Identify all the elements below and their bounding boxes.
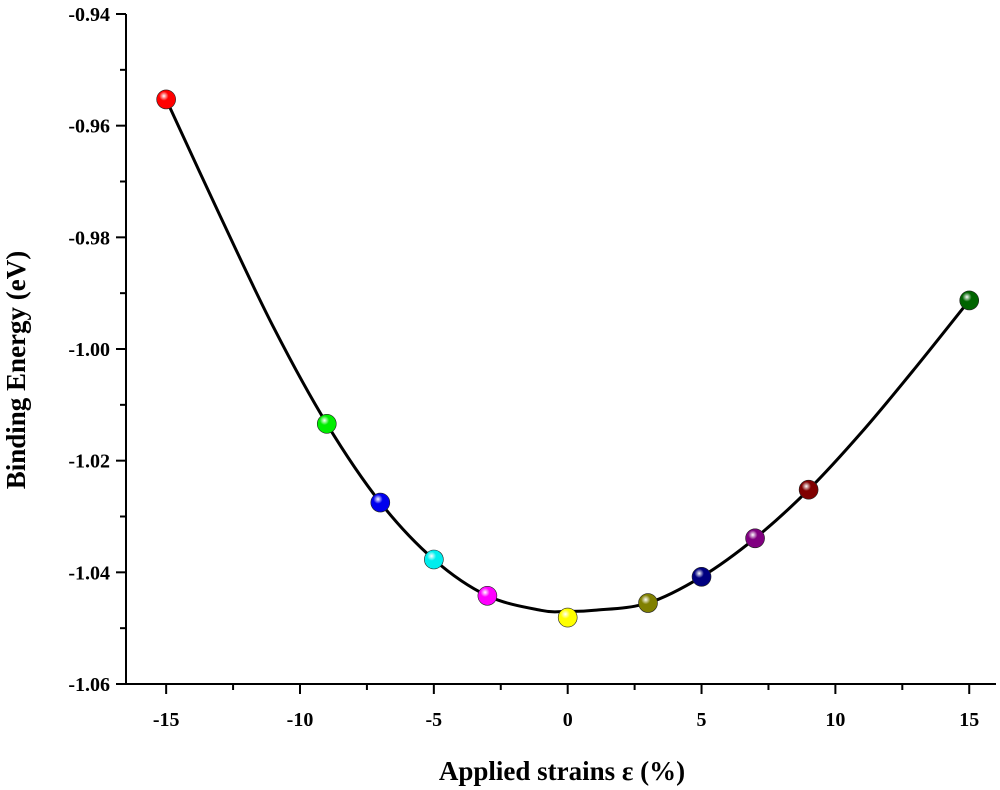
- y-tick-label: -0.96: [68, 116, 110, 138]
- x-tick-label: -15: [153, 709, 180, 731]
- data-point: [424, 549, 444, 570]
- x-tick-label: 10: [825, 709, 845, 731]
- y-tick-label: -1.02: [68, 451, 110, 473]
- data-point: [370, 492, 391, 513]
- x-tick-label: -10: [287, 709, 314, 731]
- x-tick-label: 15: [959, 709, 979, 731]
- y-tick-label: -0.94: [68, 4, 110, 26]
- data-point: [638, 593, 658, 613]
- data-point: [477, 585, 498, 606]
- data-point: [691, 566, 712, 587]
- data-point: [959, 290, 980, 311]
- data-point: [316, 414, 337, 434]
- x-axis-title: Applied strains ε (%): [439, 756, 685, 786]
- data-point: [798, 479, 819, 500]
- data-points: [156, 89, 980, 628]
- x-tick-label: 5: [697, 709, 707, 731]
- data-point: [745, 528, 765, 549]
- data-point: [156, 89, 176, 110]
- y-axis-title: Binding Energy (eV): [1, 251, 31, 490]
- x-tick-label: 0: [563, 709, 573, 731]
- axes: -15 -10 -5 0 5 10 15 -1.06 -1.04 -1.02 -1.00 -0.98 -…: [68, 4, 996, 731]
- y-tick-label: -1.06: [68, 674, 110, 696]
- fit-curve-layer: [164, 98, 971, 614]
- data-point: [557, 607, 578, 628]
- y-tick-label: -1.00: [68, 339, 110, 361]
- y-tick-label: -1.04: [68, 562, 110, 584]
- y-tick-label: -0.98: [68, 227, 110, 249]
- x-tick-label: -5: [426, 709, 443, 731]
- fit-curve: [164, 98, 971, 614]
